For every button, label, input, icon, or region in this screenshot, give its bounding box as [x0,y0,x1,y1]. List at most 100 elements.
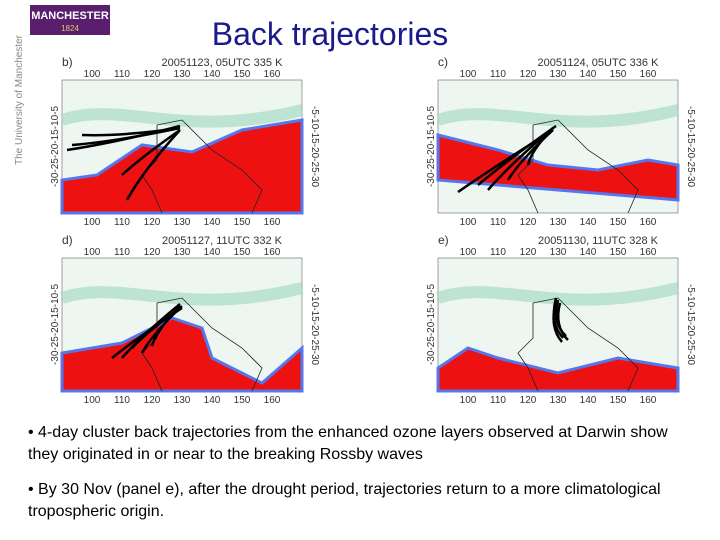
x-tick-bottom: 100 [460,395,477,406]
x-tick-top: 130 [174,69,191,80]
panel-label: e) [438,233,449,247]
map-panel [436,79,680,214]
y-labels-left: -30-25-20-15-10-5 [50,283,61,365]
x-tick-top: 100 [84,247,101,258]
x-tick-top: 110 [114,247,130,258]
x-tick-bottom: 110 [490,217,506,228]
x-tick-top: 110 [490,69,506,80]
title: Back trajectories [212,16,449,52]
panel-label: b) [62,55,73,69]
x-tick-bottom: 150 [610,395,627,406]
x-tick-bottom: 140 [580,395,597,406]
panel-label: c) [438,55,448,69]
trajectory [506,129,554,181]
green-band [436,104,680,128]
map-panel [436,257,680,393]
x-tick-top: 130 [550,69,567,80]
red-region [60,316,304,393]
x-tick-top: 100 [460,69,477,80]
x-tick-bottom: 120 [144,217,161,228]
panel-caption: 20051123, 05UTC 335 K [162,57,284,69]
figure: MANCHESTER 1824 The University of Manche… [14,5,696,406]
x-tick-top: 130 [174,247,191,258]
trajectory [66,124,181,152]
x-tick-bottom: 120 [520,217,537,228]
x-tick-bottom: 100 [84,217,101,228]
x-tick-bottom: 130 [174,217,191,228]
red-region [436,346,680,393]
x-tick-top: 140 [580,69,597,80]
x-tick-bottom: 150 [234,217,251,228]
logo-year: 1824 [61,24,79,33]
trajectory [557,302,569,341]
x-tick-bottom: 100 [84,395,101,406]
x-tick-top: 160 [640,247,657,258]
panel-caption: 20051124, 05UTC 336 K [538,57,660,69]
bullet: • By 30 Nov (panel e), after the drought… [28,481,661,520]
trajectory [150,305,181,347]
panel-label: d) [62,233,73,247]
x-tick-top: 140 [580,247,597,258]
trajectory [125,129,181,201]
x-tick-top: 100 [84,69,101,80]
x-tick-bottom: 110 [114,217,130,228]
y-labels-right: -5-10-15-20-25-30 [685,284,696,366]
y-labels-left: -30-25-20-15-10-5 [426,283,437,365]
x-tick-top: 120 [144,247,161,258]
x-tick-bottom: 140 [204,217,221,228]
x-tick-top: 150 [234,247,251,258]
x-tick-top: 110 [490,247,506,258]
red-region [60,118,304,215]
trajectory [477,124,557,186]
x-tick-top: 110 [114,69,130,80]
x-tick-top: 120 [144,69,161,80]
y-labels-left: -30-25-20-15-10-5 [426,105,437,187]
x-tick-top: 150 [610,69,627,80]
x-tick-top: 120 [520,69,537,80]
panel-caption: 20051130, 11UTC 328 K [538,235,659,247]
x-tick-top: 130 [550,247,567,258]
red-region [436,133,680,202]
y-labels-right: -5-10-15-20-25-30 [685,106,696,188]
green-band [60,282,304,306]
x-tick-bottom: 130 [550,217,567,228]
logo-name: MANCHESTER [31,10,109,22]
x-tick-top: 100 [460,247,477,258]
logo-box [30,5,110,35]
map-panel [60,257,304,393]
green-band [60,104,304,128]
y-labels-right: -5-10-15-20-25-30 [309,284,320,366]
panel-caption: 20051127, 11UTC 332 K [162,235,283,247]
x-tick-bottom: 150 [234,395,251,406]
x-tick-bottom: 120 [144,395,161,406]
y-labels-right: -5-10-15-20-25-30 [309,106,320,188]
coastline [517,297,639,392]
trajectory [121,128,181,176]
x-tick-bottom: 150 [610,217,627,228]
side-text: The University of Manchester [14,34,25,165]
x-tick-bottom: 140 [580,217,597,228]
x-tick-bottom: 130 [550,395,567,406]
x-tick-bottom: 100 [460,217,477,228]
bullet: • 4-day cluster back trajectories from t… [28,424,668,463]
x-tick-top: 140 [204,247,221,258]
x-tick-bottom: 110 [490,395,506,406]
x-tick-top: 160 [264,69,281,80]
x-tick-top: 120 [520,247,537,258]
x-tick-bottom: 160 [640,217,657,228]
x-tick-top: 140 [204,69,221,80]
map-panel [60,79,304,215]
x-tick-bottom: 110 [114,395,130,406]
x-tick-bottom: 160 [264,395,281,406]
x-tick-top: 150 [610,247,627,258]
x-tick-bottom: 140 [204,395,221,406]
x-tick-bottom: 160 [640,395,657,406]
x-tick-top: 150 [234,69,251,80]
x-tick-bottom: 120 [520,395,537,406]
x-tick-bottom: 160 [264,217,281,228]
x-tick-top: 160 [264,247,281,258]
trajectory [552,301,563,343]
x-tick-bottom: 130 [174,395,191,406]
y-labels-left: -30-25-20-15-10-5 [50,105,61,187]
